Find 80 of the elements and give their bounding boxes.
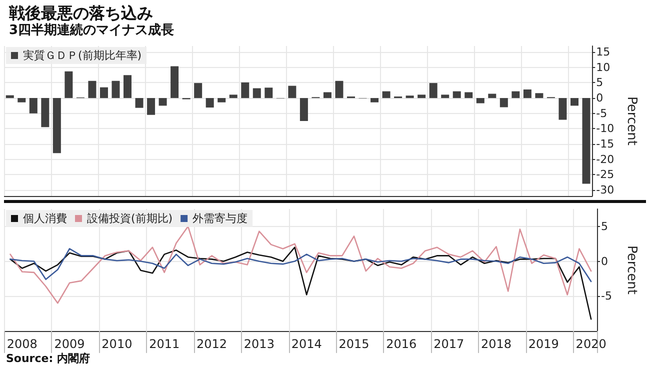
y-tick-label: 15 — [596, 46, 610, 59]
bar — [535, 93, 544, 98]
bar — [88, 80, 96, 98]
bar — [464, 92, 473, 98]
bar — [158, 98, 167, 106]
x-tick-label: 2012 — [196, 337, 228, 351]
bar — [523, 89, 532, 98]
bar — [194, 83, 202, 98]
x-tick-label: 2017 — [434, 337, 464, 351]
bar — [147, 98, 156, 115]
y-tick-label: 10 — [596, 60, 610, 74]
y-axis-title: Percent — [624, 246, 639, 294]
bar — [52, 98, 61, 154]
x-tick-label: 2008 — [6, 337, 38, 351]
bar — [264, 88, 273, 98]
line-series — [10, 248, 592, 282]
y-tick-label: 5 — [596, 76, 604, 90]
y-tick-label: -5 — [601, 290, 612, 303]
chart-title: 戦後最悪の落ち込み — [8, 4, 153, 22]
x-tick-label: 2016 — [386, 337, 417, 351]
bar — [488, 94, 496, 98]
bar — [382, 91, 390, 98]
bar — [500, 98, 508, 108]
x-tick-label: 2014 — [291, 337, 322, 351]
line-series — [10, 226, 592, 304]
bar — [170, 66, 179, 98]
bar — [582, 98, 590, 184]
y-tick-label: -5 — [596, 106, 608, 120]
x-tick-label: 2013 — [244, 337, 274, 351]
bar — [112, 80, 120, 98]
bar — [429, 83, 438, 98]
bar — [288, 86, 296, 98]
bar — [241, 82, 250, 98]
bar — [18, 98, 26, 102]
x-tick-label: 2010 — [102, 337, 132, 351]
bar — [418, 94, 426, 98]
y-tick-label: -25 — [596, 168, 614, 182]
bar — [206, 98, 214, 108]
bar — [29, 98, 38, 114]
bar — [452, 91, 461, 98]
x-tick-label: 2011 — [149, 337, 180, 351]
x-tick-label: 2009 — [54, 337, 85, 351]
bar — [100, 87, 108, 98]
bar — [570, 98, 578, 106]
bar — [252, 88, 261, 98]
legend-label: 外需寄与度 — [192, 212, 248, 225]
bar — [323, 92, 332, 98]
legend-label: 個人消費 — [23, 212, 67, 225]
bar — [64, 71, 73, 98]
y-tick-label: -30 — [596, 183, 614, 196]
line-series — [10, 246, 592, 320]
y-tick-label: -20 — [596, 152, 614, 166]
bar — [335, 80, 344, 98]
bar — [218, 98, 226, 102]
source-note: Source: 内閣府 — [6, 352, 90, 365]
legend-label: 実質ＧＤＰ(前期比年率) — [23, 49, 142, 62]
y-tick-label: 5 — [601, 220, 608, 233]
bar — [406, 96, 414, 98]
bar — [124, 75, 132, 98]
y-axis-title: Percent — [624, 96, 639, 146]
bar — [135, 98, 144, 108]
y-tick-label: -10 — [596, 122, 614, 136]
legend-label: 設備投資(前期比) — [87, 212, 173, 225]
x-tick-label: 2019 — [528, 337, 559, 351]
bar — [476, 98, 484, 104]
x-tick-label: 2020 — [576, 337, 606, 351]
bar — [300, 98, 308, 121]
bar — [6, 95, 14, 98]
x-tick-label: 2018 — [480, 337, 512, 351]
y-tick-label: 0 — [596, 92, 604, 105]
bar — [441, 94, 450, 98]
bar — [41, 98, 50, 128]
x-tick-label: 2015 — [338, 337, 370, 351]
chart-subtitle: 3四半期連続のマイナス成長 — [9, 23, 174, 38]
bar — [229, 94, 238, 98]
y-tick-label: 0 — [601, 254, 608, 268]
bar — [558, 98, 567, 120]
bar — [512, 91, 520, 98]
bar — [370, 98, 379, 102]
y-tick-label: -15 — [596, 137, 614, 150]
